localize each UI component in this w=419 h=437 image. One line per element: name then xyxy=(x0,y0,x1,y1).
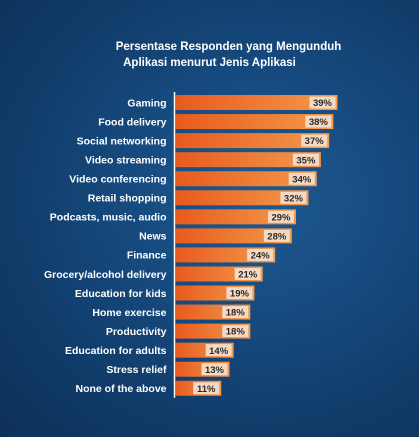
value-label-box xyxy=(288,172,315,185)
value-label-box xyxy=(305,115,332,128)
category-label: Grocery/alcohol delivery xyxy=(44,269,167,281)
category-label: Productivity xyxy=(106,326,167,338)
value-label-box xyxy=(205,344,232,357)
bar xyxy=(175,114,334,130)
value-label: 18% xyxy=(226,308,246,319)
value-label: 38% xyxy=(309,117,329,128)
bar-row: Video conferencing 34% xyxy=(69,171,317,187)
value-label: 14% xyxy=(209,346,229,357)
value-label-box xyxy=(247,248,274,261)
bar xyxy=(175,209,296,225)
value-label-box xyxy=(292,153,319,166)
value-label-box xyxy=(309,96,336,109)
value-label-box xyxy=(267,210,294,223)
bar-row: None of the above 11% xyxy=(75,380,222,396)
chart-title: Persentase Responden yang Mengunduh xyxy=(115,41,342,53)
value-label: 18% xyxy=(226,327,246,338)
bar-row: Food delivery 38% xyxy=(98,114,334,130)
bar xyxy=(175,228,292,244)
value-label-box xyxy=(234,267,261,280)
chart-subtitle: Aplikasi menurut Jenis Aplikasi xyxy=(123,57,296,69)
bar xyxy=(175,133,330,149)
value-label-box xyxy=(226,287,253,300)
bar-row: Productivity 18% xyxy=(106,323,251,339)
bar xyxy=(175,171,317,187)
bar-row: Home exercise 18% xyxy=(92,304,251,320)
value-label: 37% xyxy=(305,136,325,147)
value-label: 35% xyxy=(296,155,316,166)
bar xyxy=(175,190,309,206)
value-label: 34% xyxy=(292,174,312,185)
chart-title-block: Persentase Responden yang Mengunduh Apli… xyxy=(0,39,419,71)
bar-row: Grocery/alcohol delivery 21% xyxy=(44,266,263,282)
bar-row: Education for adults 14% xyxy=(65,342,234,358)
bar-row: Podcasts, music, audio 29% xyxy=(50,209,296,225)
category-label: Home exercise xyxy=(92,307,166,319)
value-label: 11% xyxy=(197,384,216,395)
category-label: Gaming xyxy=(127,97,166,109)
category-label: Social networking xyxy=(77,135,167,147)
category-label: Retail shopping xyxy=(88,193,167,205)
value-label-box xyxy=(301,134,328,147)
value-label-box xyxy=(263,229,290,242)
bar-row: News 28% xyxy=(139,228,292,244)
category-label: Video conferencing xyxy=(69,174,166,186)
value-label-box xyxy=(222,325,249,338)
bar-row: Social networking 37% xyxy=(77,133,330,149)
category-label: Education for adults xyxy=(65,345,167,357)
bar-row: Video streaming 35% xyxy=(85,152,321,168)
value-label: 39% xyxy=(313,98,333,109)
category-label: Food delivery xyxy=(98,116,166,128)
category-label: Stress relief xyxy=(106,364,167,376)
value-label: 19% xyxy=(230,289,250,300)
value-label: 28% xyxy=(267,231,287,242)
category-label: Finance xyxy=(127,250,167,262)
category-label: News xyxy=(139,231,167,243)
value-label: 13% xyxy=(205,365,225,376)
bar-row: Education for kids 19% xyxy=(75,285,255,301)
value-label-box xyxy=(222,306,249,319)
value-label: 29% xyxy=(271,212,291,223)
category-label: Podcasts, music, audio xyxy=(50,212,167,224)
value-label: 24% xyxy=(251,251,271,262)
value-label: 32% xyxy=(284,193,304,204)
bar xyxy=(175,95,338,111)
value-label: 21% xyxy=(238,270,258,281)
bar xyxy=(175,152,321,168)
category-label: None of the above xyxy=(75,383,166,395)
bar-row: Finance 24% xyxy=(127,247,276,263)
bar-row: Stress relief 13% xyxy=(106,361,230,377)
value-label-box xyxy=(193,382,220,395)
bar-row: Retail shopping 32% xyxy=(88,190,309,206)
bar-row: Gaming 39% xyxy=(127,95,338,111)
bars-group: Gaming 39% Food delivery 38% Social networki… xyxy=(44,95,338,396)
category-label: Education for kids xyxy=(75,288,167,300)
value-label-box xyxy=(280,191,307,204)
value-label-box xyxy=(201,363,228,376)
category-label: Video streaming xyxy=(85,154,167,166)
